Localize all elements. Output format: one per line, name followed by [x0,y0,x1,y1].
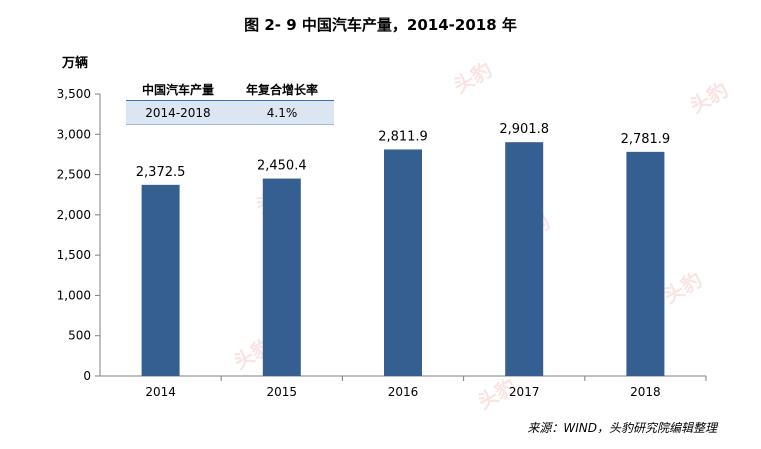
bar [141,184,180,376]
y-tick-label: 2,500 [57,168,91,182]
bar [262,178,301,376]
x-tick-label: 2016 [388,385,419,399]
bar-data-label: 2,372.5 [136,165,186,180]
bar [384,149,422,376]
summary-header-cagr: 年复合增长率 [245,82,318,97]
y-tick-label: 0 [83,369,91,383]
cagr-summary-table: 中国汽车产量 年复合增长率 2014-2018 4.1% [126,78,334,125]
summary-table-row: 2014-2018 4.1% [126,101,334,125]
bar-data-label: 2,811.9 [378,129,428,144]
summary-cagr-value: 4.1% [266,105,298,120]
bar-data-label: 2,901.8 [499,122,549,137]
chart-title: 图 2- 9 中国汽车产量，2014-2018 年 [244,16,517,34]
y-tick-label: 3,000 [57,127,91,141]
bar [505,142,544,376]
summary-table-header: 中国汽车产量 年复合增长率 [126,78,334,101]
y-tick-label: 1,500 [57,248,91,262]
bar-data-label: 2,781.9 [621,132,671,147]
y-tick-label: 1,000 [57,288,91,302]
summary-period: 2014-2018 [145,105,211,120]
source-note: 来源：WIND，头豹研究院编辑整理 [527,421,717,435]
x-tick-label: 2015 [267,385,298,399]
y-axis-unit-label: 万辆 [62,56,89,71]
bar-data-label: 2,450.4 [257,159,307,174]
x-tick-label: 2018 [630,385,661,399]
bar [626,151,665,376]
x-tick-label: 2017 [509,385,540,399]
y-tick-label: 500 [68,329,91,343]
summary-header-production: 中国汽车产量 [141,82,214,97]
y-tick-label: 3,500 [57,87,91,101]
x-tick-label: 2014 [145,385,176,399]
y-tick-label: 2,000 [57,208,91,222]
